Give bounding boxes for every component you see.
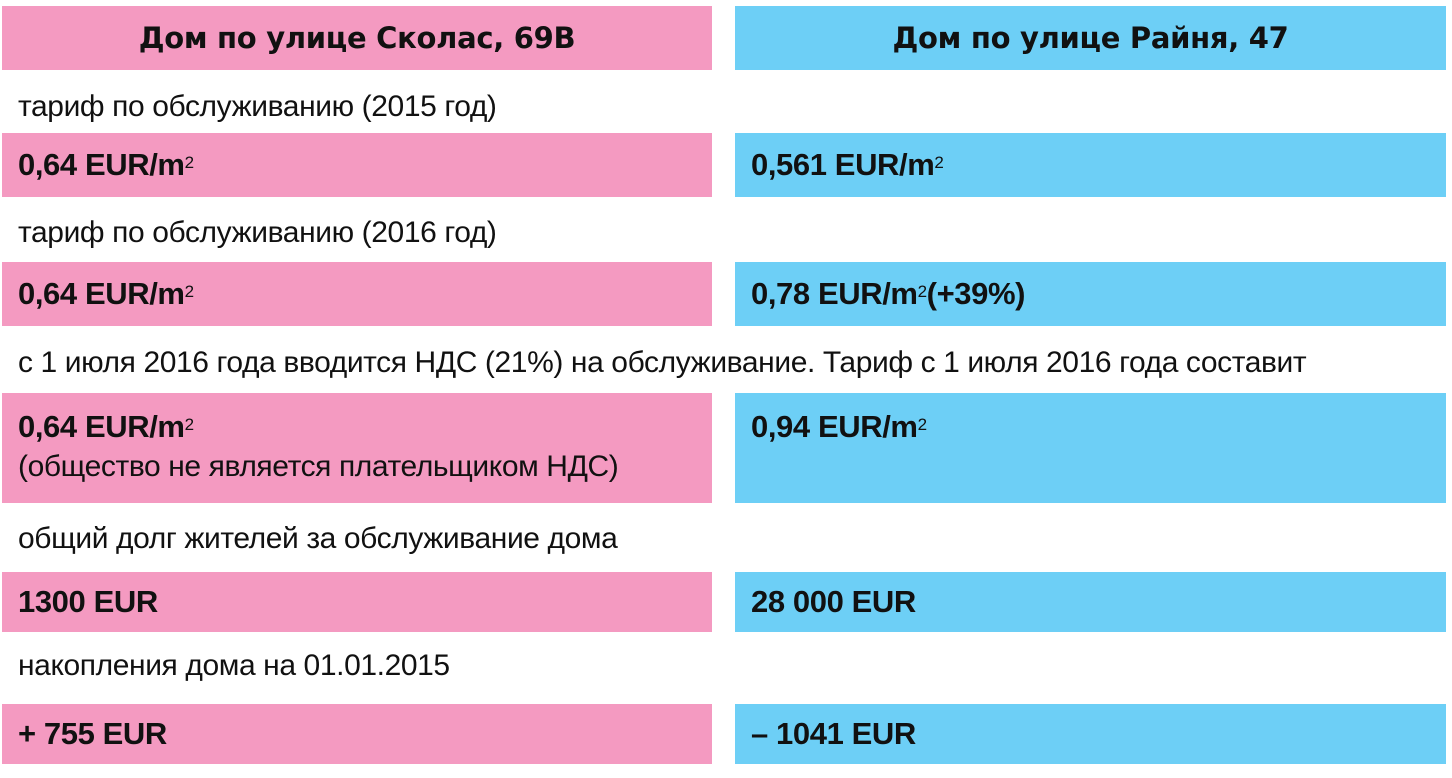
value-main: 28 000 EUR [751,584,916,619]
row-label: тариф по обслуживанию (2015 год) [18,90,497,123]
value-sup: 2 [917,282,927,301]
value-note: (общество не является плательщиком НДС) [18,450,619,483]
value-right: 28 000 EUR [735,572,1446,632]
value-main: 0,561 EUR/m [751,147,935,182]
value-right: 0,561 EUR/m 2 [735,133,1446,197]
value-left: 0,64 EUR/m2 (общество не является плател… [2,393,712,503]
value-sup: 2 [934,153,944,172]
value-left: 0,64 EUR/m 2 [2,262,712,326]
value-main: 0,64 EUR/m [18,147,185,182]
value-sup: 2 [184,153,194,172]
header-row: Дом по улице Сколас, 69В Дом по улице Ра… [0,6,1452,70]
label-row-tariff-2015: тариф по обслуживанию (2015 год) [0,86,1452,130]
header-left-house: Дом по улице Сколас, 69В [2,6,712,70]
value-sup: 2 [184,282,194,301]
value-main: 0,94 EUR/m [751,409,918,444]
label-row-tariff-2016: тариф по обслуживанию (2016 год) [0,212,1452,256]
value-right: 0,94 EUR/m2 [735,393,1446,503]
label-row-savings: накопления дома на 01.01.2015 [0,645,1452,689]
value-main: + 755 EUR [18,716,167,751]
label-row-debt: общий долг жителей за обслуживание дома [0,518,1452,562]
value-row-savings: + 755 EUR – 1041 EUR [0,704,1452,764]
row-label: накопления дома на 01.01.2015 [18,649,450,682]
value-row-tariff-2016: 0,64 EUR/m 2 0,78 EUR/m 2 (+39%) [0,262,1452,326]
value-row-vat: 0,64 EUR/m2 (общество не является плател… [0,393,1452,503]
value-left: 1300 EUR [2,572,712,632]
value-main: – 1041 EUR [751,716,916,751]
value-main: 0,78 EUR/m [751,276,918,311]
value-sup: 2 [917,415,927,434]
value-right: – 1041 EUR [735,704,1446,764]
label-row-vat: с 1 июля 2016 года вводится НДС (21%) на… [0,342,1452,386]
value-suffix: (+39%) [926,276,1026,311]
value-sup: 2 [184,415,194,434]
row-label: с 1 июля 2016 года вводится НДС (21%) на… [18,346,1307,379]
value-main: 0,64 EUR/m [18,276,185,311]
value-main: 1300 EUR [18,584,158,619]
value-row-tariff-2015: 0,64 EUR/m 2 0,561 EUR/m 2 [0,133,1452,197]
row-label: тариф по обслуживанию (2016 год) [18,216,497,249]
value-main: 0,64 EUR/m [18,409,185,444]
value-right: 0,78 EUR/m 2 (+39%) [735,262,1446,326]
header-right-house: Дом по улице Райня, 47 [735,6,1446,70]
value-left: 0,64 EUR/m 2 [2,133,712,197]
row-label: общий долг жителей за обслуживание дома [18,522,618,555]
value-row-debt: 1300 EUR 28 000 EUR [0,572,1452,632]
value-left: + 755 EUR [2,704,712,764]
